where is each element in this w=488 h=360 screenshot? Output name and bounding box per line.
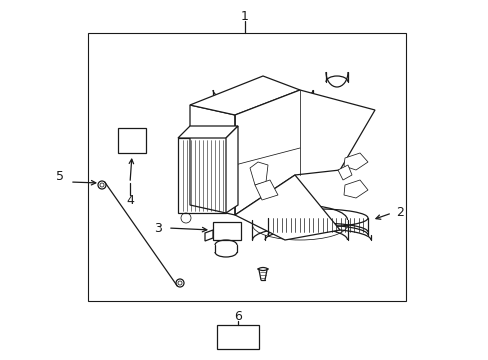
Bar <box>217 325 259 349</box>
Polygon shape <box>249 162 267 185</box>
Polygon shape <box>178 126 238 138</box>
Text: 4: 4 <box>126 194 134 207</box>
Polygon shape <box>235 175 339 240</box>
Text: 5: 5 <box>56 171 64 184</box>
Text: 6: 6 <box>234 310 242 324</box>
Bar <box>178 138 225 213</box>
Polygon shape <box>225 126 238 213</box>
Circle shape <box>314 215 320 221</box>
Polygon shape <box>190 105 235 215</box>
Polygon shape <box>235 90 374 215</box>
Text: 3: 3 <box>154 221 162 234</box>
Polygon shape <box>254 180 278 200</box>
Bar <box>118 128 146 153</box>
Text: 1: 1 <box>241 10 248 23</box>
Bar <box>88 33 405 301</box>
Polygon shape <box>204 230 213 241</box>
Circle shape <box>310 211 325 225</box>
Polygon shape <box>343 180 367 198</box>
Polygon shape <box>337 165 351 180</box>
Bar <box>213 222 241 240</box>
Polygon shape <box>343 153 367 170</box>
Text: 2: 2 <box>395 207 403 220</box>
Polygon shape <box>190 76 299 115</box>
